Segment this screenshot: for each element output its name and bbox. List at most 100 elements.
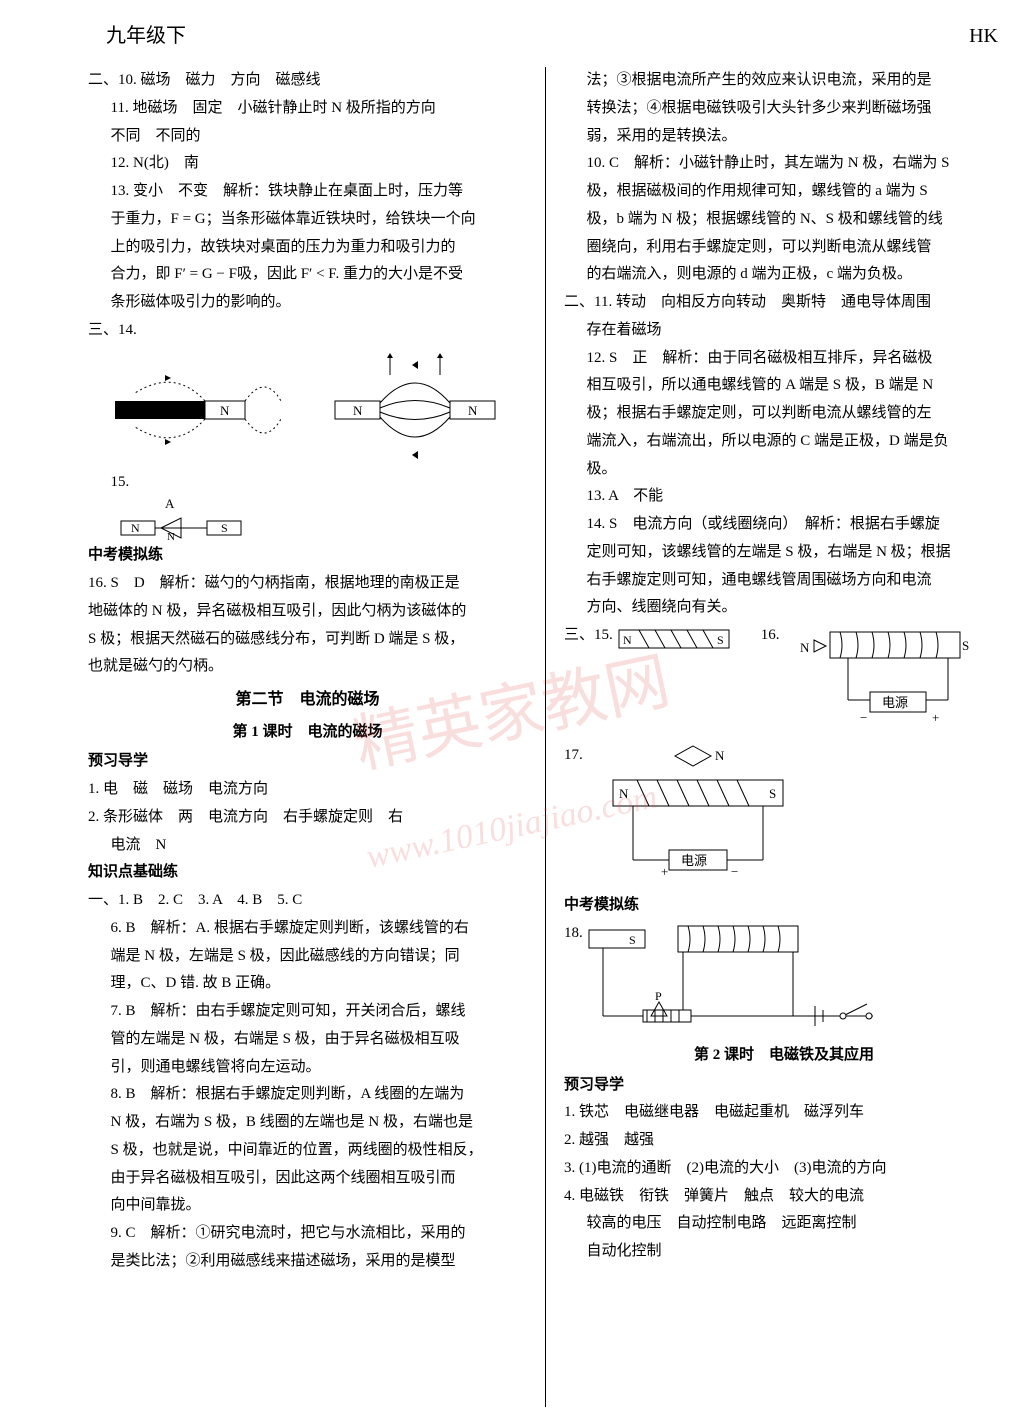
- text-line: 2. 越强 越强: [564, 1127, 1004, 1155]
- text-line: 16. S D 解析：磁勺的勺柄指南，根据地理的南极正是: [88, 570, 527, 598]
- text-line: 13. 变小 不变 解析：铁块静止在桌面上时，压力等: [88, 178, 527, 206]
- svg-text:N: N: [619, 786, 629, 801]
- text-line: 8. B 解析：根据右手螺旋定则判断，A 线圈的左端为: [88, 1081, 527, 1109]
- section-title: 第二节 电流的磁场: [88, 685, 527, 715]
- text-line: 三、14.: [88, 317, 527, 345]
- svg-text:−: −: [860, 710, 867, 725]
- text-line: 存在着磁场: [564, 317, 1004, 345]
- text-line: 7. B 解析：由右手螺旋定则可知，开关闭合后，螺线: [88, 998, 527, 1026]
- text-line: 转换法；④根据电磁铁吸引大头针多少来判断磁场强: [564, 95, 1004, 123]
- magnets-field-icon: N N: [320, 353, 510, 463]
- solenoid-16-icon: N S 电源 − +: [780, 622, 980, 742]
- text-line: 端流入，右端流出，所以电源的 C 端是正极，D 端是负: [564, 428, 1004, 456]
- grade-label: 九年级下: [106, 18, 186, 55]
- text-line: 4. 电磁铁 衔铁 弹簧片 触点 较大的电流: [564, 1183, 1004, 1211]
- text-line: 17.: [564, 742, 583, 892]
- text-line: S 极，也就是说，中间靠近的位置，两线圈的极性相反，: [88, 1137, 527, 1165]
- svg-text:N: N: [353, 403, 363, 418]
- diagram-14: N N N: [88, 353, 527, 463]
- svg-text:S: S: [221, 521, 228, 535]
- svg-text:N: N: [468, 403, 478, 418]
- diagram-18-row: 18. S: [564, 920, 1004, 1040]
- heading: 中考模拟练: [564, 892, 1004, 920]
- svg-text:A: A: [165, 496, 175, 511]
- svg-text:N: N: [800, 640, 810, 655]
- text-line: 自动化控制: [564, 1238, 1004, 1266]
- text-line: 圈绕向，利用右手螺旋定则，可以判断电流从螺线管: [564, 234, 1004, 262]
- text-line: 是类比法；②利用磁感线来描述磁场，采用的是模型: [88, 1248, 527, 1276]
- text-line: 极；根据右手螺旋定则，可以判断电流从螺线管的左: [564, 400, 1004, 428]
- svg-text:S: S: [769, 786, 776, 801]
- solenoid-15-icon: N S: [613, 622, 743, 656]
- code-label: HK: [969, 18, 998, 55]
- text-line: 极，b 端为 N 极；根据螺线管的 N、S 极和螺线管的线: [564, 206, 1004, 234]
- text-line: 二、10. 磁场 磁力 方向 磁感线: [88, 67, 527, 95]
- lesson-title: 第 1 课时 电流的磁场: [88, 719, 527, 747]
- svg-text:电源: 电源: [681, 853, 707, 868]
- text-line: 2. 条形磁体 两 电流方向 右手螺旋定则 右: [88, 804, 527, 832]
- text-line: 法；③根据电流所产生的效应来认识电流，采用的是: [564, 67, 1004, 95]
- solenoid-17-icon: N N S 电源 + −: [583, 742, 813, 892]
- svg-text:P: P: [655, 989, 662, 1003]
- text-line: 13. A 不能: [564, 483, 1004, 511]
- text-line: 极，根据磁极间的作用规律可知，螺线管的 a 端为 S: [564, 178, 1004, 206]
- q15-row: 15. A N S N: [88, 469, 527, 543]
- text-line: 由于异名磁极相互吸引，因此这两个线圈相互吸引而: [88, 1165, 527, 1193]
- heading: 预习导学: [88, 748, 527, 776]
- text-line: 右手螺旋定则可知，通电螺线管周围磁场方向和电流: [564, 567, 1004, 595]
- text-line: 向中间靠拢。: [88, 1192, 527, 1220]
- text-line: 1. 铁芯 电磁继电器 电磁起重机 磁浮列车: [564, 1099, 1004, 1127]
- svg-text:N: N: [715, 748, 725, 763]
- text-line: 较高的电压 自动控制电路 远距离控制: [564, 1210, 1004, 1238]
- text-line: 相互吸引，所以通电螺线管的 A 端是 S 极，B 端是 N: [564, 372, 1004, 400]
- text-line: 的右端流入，则电源的 d 端为正极，c 端为负极。: [564, 261, 1004, 289]
- text-line: 管的左端是 N 极，右端是 S 极，由于异名磁极相互吸: [88, 1026, 527, 1054]
- content-columns: 二、10. 磁场 磁力 方向 磁感线 11. 地磁场 固定 小磁针静止时 N 极…: [88, 67, 1004, 1407]
- text-line: 18.: [564, 920, 583, 1040]
- text-line: 弱，采用的是转换法。: [564, 123, 1004, 151]
- text-line: 电流 N: [88, 832, 527, 860]
- text-line: 引，则通电螺线管将向左运动。: [88, 1054, 527, 1082]
- text-line: 15.: [111, 474, 130, 490]
- svg-text:+: +: [932, 710, 939, 725]
- text-line: 9. C 解析：①研究电流时，把它与水流相比，采用的: [88, 1220, 527, 1248]
- lesson-title: 第 2 课时 电磁铁及其应用: [564, 1042, 1004, 1070]
- bar-magnet-field-icon: N: [105, 353, 285, 463]
- svg-text:N: N: [167, 531, 175, 542]
- heading: 预习导学: [564, 1072, 1004, 1100]
- svg-text:−: −: [731, 864, 738, 879]
- text-line: 12. N(北) 南: [88, 150, 527, 178]
- text-line: 11. 地磁场 固定 小磁针静止时 N 极所指的方向: [88, 95, 527, 123]
- svg-text:电源: 电源: [882, 695, 908, 710]
- heading: 中考模拟练: [88, 542, 527, 570]
- svg-text:+: +: [661, 864, 668, 879]
- text-line: 方向、线圈绕向有关。: [564, 594, 1004, 622]
- text-line: 二、11. 转动 向相反方向转动 奥斯特 通电导体周围: [564, 289, 1004, 317]
- text-line: 地磁体的 N 极，异名磁极相互吸引，因此勺柄为该磁体的: [88, 598, 527, 626]
- text-line: 12. S 正 解析：由于同名磁极相互排斥，异名磁极: [564, 345, 1004, 373]
- svg-text:S: S: [717, 633, 724, 647]
- text-line: 3. (1)电流的通断 (2)电流的大小 (3)电流的方向: [564, 1155, 1004, 1183]
- text-line: 6. B 解析：A. 根据右手螺旋定则判断，该螺线管的右: [88, 915, 527, 943]
- text-line: 三、15.: [564, 622, 613, 650]
- text-line: 合力，即 F′ = G − F吸，因此 F′ < F. 重力的大小是不受: [88, 261, 527, 289]
- heading: 知识点基础练: [88, 859, 527, 887]
- diagram-row-15-16: 三、15. N S 16. N S: [564, 622, 1004, 742]
- text-line: 也就是磁勺的勺柄。: [88, 653, 527, 681]
- text-line: 端是 N 极，左端是 S 极，因此磁感线的方向错误；同: [88, 943, 527, 971]
- compass-bar-icon: A N S N: [111, 496, 251, 542]
- text-line: 不同 不同的: [88, 123, 527, 151]
- text-line: 极。: [564, 456, 1004, 484]
- right-column: 法；③根据电流所产生的效应来认识电流，采用的是 转换法；④根据电磁铁吸引大头针多…: [546, 67, 1004, 1407]
- svg-text:N: N: [623, 633, 632, 647]
- text-line: 定则可知，该螺线管的左端是 S 极，右端是 N 极；根据: [564, 539, 1004, 567]
- text-line: 14. S 电流方向（或线圈绕向） 解析：根据右手螺旋: [564, 511, 1004, 539]
- text-line: 10. C 解析：小磁针静止时，其左端为 N 极，右端为 S: [564, 150, 1004, 178]
- text-line: 1. 电 磁 磁场 电流方向: [88, 776, 527, 804]
- page-header: 九年级下 HK: [88, 18, 1004, 55]
- text-line: 一、1. B 2. C 3. A 4. B 5. C: [88, 887, 527, 915]
- svg-text:S: S: [962, 638, 969, 653]
- text-line: 16.: [761, 622, 780, 650]
- svg-text:N: N: [220, 403, 230, 418]
- svg-text:S: S: [629, 933, 636, 947]
